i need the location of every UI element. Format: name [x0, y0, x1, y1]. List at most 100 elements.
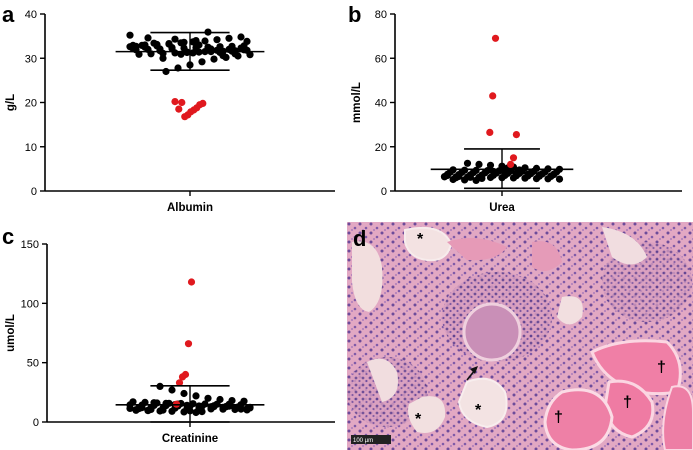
outlier-point	[181, 113, 189, 121]
data-point	[138, 404, 146, 412]
data-point	[237, 33, 245, 41]
y-tick-label: 0	[33, 417, 39, 429]
y-tick-label: 150	[21, 239, 39, 251]
data-point	[461, 166, 469, 174]
data-point	[463, 159, 472, 167]
data-point	[159, 54, 167, 62]
data-point	[204, 394, 212, 402]
data-point	[237, 405, 245, 413]
y-tick-label: 10	[25, 142, 37, 154]
outlier-point	[509, 154, 518, 162]
data-point	[201, 37, 209, 45]
data-point	[126, 31, 134, 39]
outlier-point	[178, 98, 186, 107]
data-point	[228, 397, 236, 405]
panel-d-label-layer: d	[353, 226, 366, 251]
outlier-point	[184, 340, 193, 348]
dagger-marker: †	[657, 359, 666, 376]
y-tick-label: 60	[375, 53, 387, 65]
dilated-tubule	[367, 358, 398, 402]
data-point	[210, 55, 218, 63]
data-point	[168, 386, 176, 394]
data-point	[147, 405, 155, 413]
dilated-tubule	[557, 296, 583, 325]
data-point	[162, 67, 170, 76]
data-point	[171, 35, 179, 43]
data-point	[240, 397, 248, 405]
dilated-tubule	[457, 377, 508, 429]
data-point	[180, 38, 188, 46]
data-point	[532, 164, 541, 172]
data-point	[486, 161, 495, 169]
y-tick-label: 0	[381, 186, 387, 198]
data-point	[198, 58, 206, 66]
x-category-label: Albumin	[167, 202, 213, 214]
data-point	[455, 172, 463, 180]
data-point	[132, 42, 140, 50]
y-tick-label: 50	[27, 358, 39, 370]
data-point	[207, 45, 215, 53]
outlier-point	[491, 34, 500, 42]
dilated-tubule	[352, 241, 383, 312]
y-axis-label: mmol/L	[351, 82, 363, 123]
y-tick-label: 40	[375, 98, 387, 110]
dagger-marker: †	[554, 409, 563, 426]
data-point	[225, 34, 233, 42]
x-category-label: Urea	[489, 202, 515, 214]
outlier-point	[187, 278, 196, 286]
data-point	[156, 47, 164, 55]
panel-a-label: a	[2, 2, 15, 27]
glomerulus	[462, 302, 522, 362]
x-category-label: Creatinine	[162, 433, 218, 445]
histology-micrograph: * * * † † † 100 µm	[347, 222, 693, 450]
data-point	[475, 160, 483, 168]
tubule	[447, 238, 507, 261]
y-tick-label: 20	[25, 98, 37, 110]
asterisk-marker: *	[475, 402, 482, 419]
data-point	[443, 171, 451, 180]
outlier-point	[486, 128, 494, 136]
data-point	[225, 402, 233, 410]
panel-d-histology-image: * * * † † † 100 µm	[347, 222, 693, 450]
data-point	[159, 406, 167, 414]
data-point	[538, 170, 546, 178]
asterisk-marker: *	[417, 231, 424, 248]
outlier-point	[175, 105, 183, 113]
y-tick-label: 80	[375, 9, 387, 21]
y-axis-label: umol/L	[5, 314, 17, 352]
data-point	[144, 34, 152, 42]
outlier-point	[178, 373, 187, 381]
data-point	[180, 389, 188, 398]
panel-c-label: c	[2, 224, 14, 249]
y-tick-label: 0	[31, 186, 37, 198]
scale-bar-label: 100 µm	[353, 438, 373, 444]
asterisk-marker: *	[415, 411, 422, 428]
data-point	[168, 44, 176, 52]
data-point	[527, 169, 535, 177]
outlier-point	[512, 131, 520, 139]
y-tick-label: 30	[25, 53, 37, 65]
data-point	[141, 43, 149, 51]
outlier-point	[489, 92, 497, 100]
data-point	[126, 404, 134, 412]
panel-c-chart: c 0 50 100 150 Creatinine umol/L	[2, 224, 335, 445]
outlier-point	[175, 379, 184, 387]
y-tick-label: 100	[21, 298, 39, 310]
data-point	[216, 395, 224, 404]
y-axis-label: g/L	[5, 94, 17, 111]
dagger-marker: †	[623, 394, 632, 411]
y-tick-label: 40	[25, 9, 37, 21]
data-point	[246, 51, 254, 59]
data-point	[466, 173, 474, 181]
panel-a-chart: a 0 10 20 30 40 Albumin g/L	[2, 2, 335, 214]
dilated-tubule	[602, 227, 647, 265]
outlier-point	[171, 98, 179, 106]
data-point	[210, 402, 218, 410]
outlier-point	[507, 160, 515, 168]
data-point	[213, 36, 221, 44]
data-point	[198, 408, 206, 416]
dilated-tubule	[408, 396, 446, 433]
data-point	[192, 392, 200, 400]
panel-b-label: b	[348, 2, 361, 27]
data-point	[135, 50, 143, 58]
